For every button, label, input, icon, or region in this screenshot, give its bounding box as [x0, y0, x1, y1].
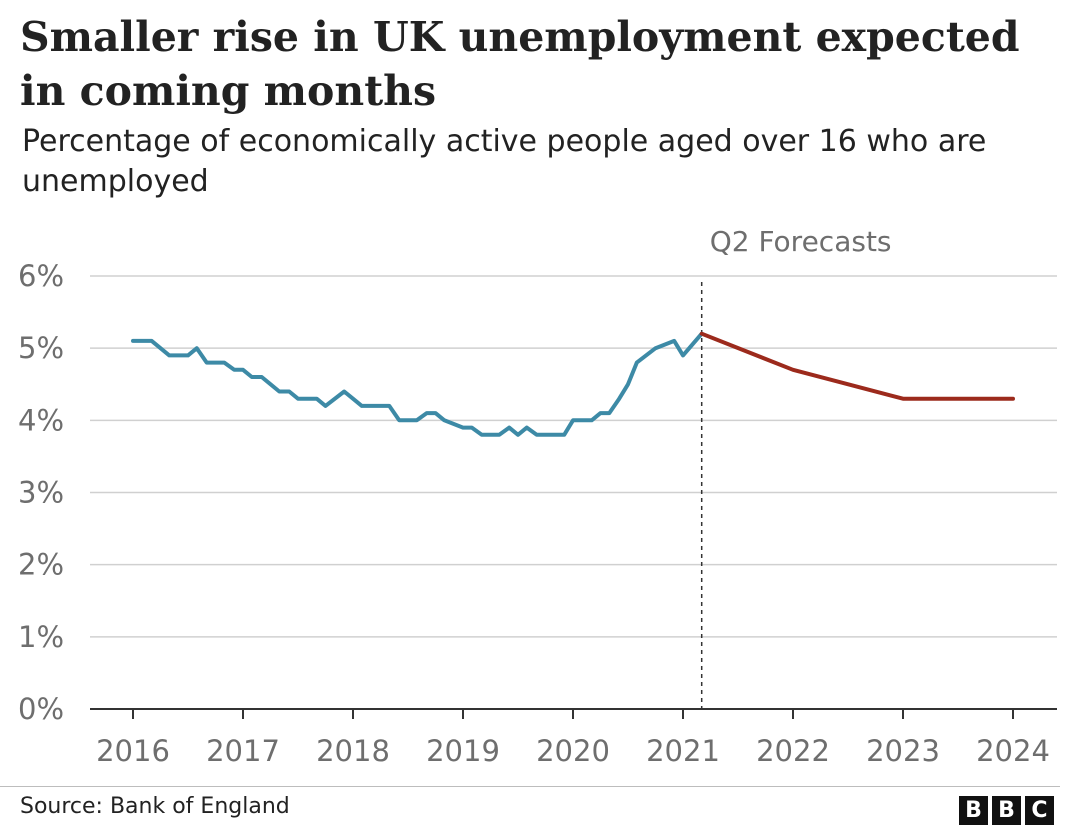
logo-letter-b2: B — [992, 796, 1021, 825]
x-tick-label: 2020 — [536, 734, 610, 768]
logo-letter-b1: B — [959, 796, 988, 825]
x-tick-label: 2019 — [426, 734, 500, 768]
x-tick-label: 2016 — [96, 734, 170, 768]
bbc-logo: B B C — [959, 796, 1054, 825]
chart-title: Smaller rise in UK unemployment expected… — [20, 13, 1020, 115]
y-tick-label: 1% — [18, 620, 64, 654]
x-tick-label: 2018 — [316, 734, 390, 768]
y-tick-label: 2% — [18, 548, 64, 582]
chart-subtitle: Percentage of economically active people… — [22, 124, 987, 199]
x-tick-label: 2022 — [756, 734, 830, 768]
y-tick-label: 3% — [18, 476, 64, 510]
x-tick-label: 2023 — [866, 734, 940, 768]
y-tick-label: 6% — [18, 259, 64, 293]
y-tick-label: 0% — [18, 692, 64, 726]
forecast-annotation: Q2 Forecasts — [710, 225, 892, 258]
x-tick-label: 2021 — [646, 734, 720, 768]
footer-divider — [0, 786, 1060, 787]
y-tick-label: 4% — [18, 403, 64, 437]
y-tick-label: 5% — [18, 331, 64, 365]
source-note: Source: Bank of England — [20, 794, 290, 819]
x-tick-label: 2017 — [206, 734, 280, 768]
series-line-actual — [131, 331, 704, 437]
series-line-forecast — [699, 331, 1015, 401]
x-tick-label: 2024 — [976, 734, 1050, 768]
logo-letter-c: C — [1025, 796, 1054, 825]
